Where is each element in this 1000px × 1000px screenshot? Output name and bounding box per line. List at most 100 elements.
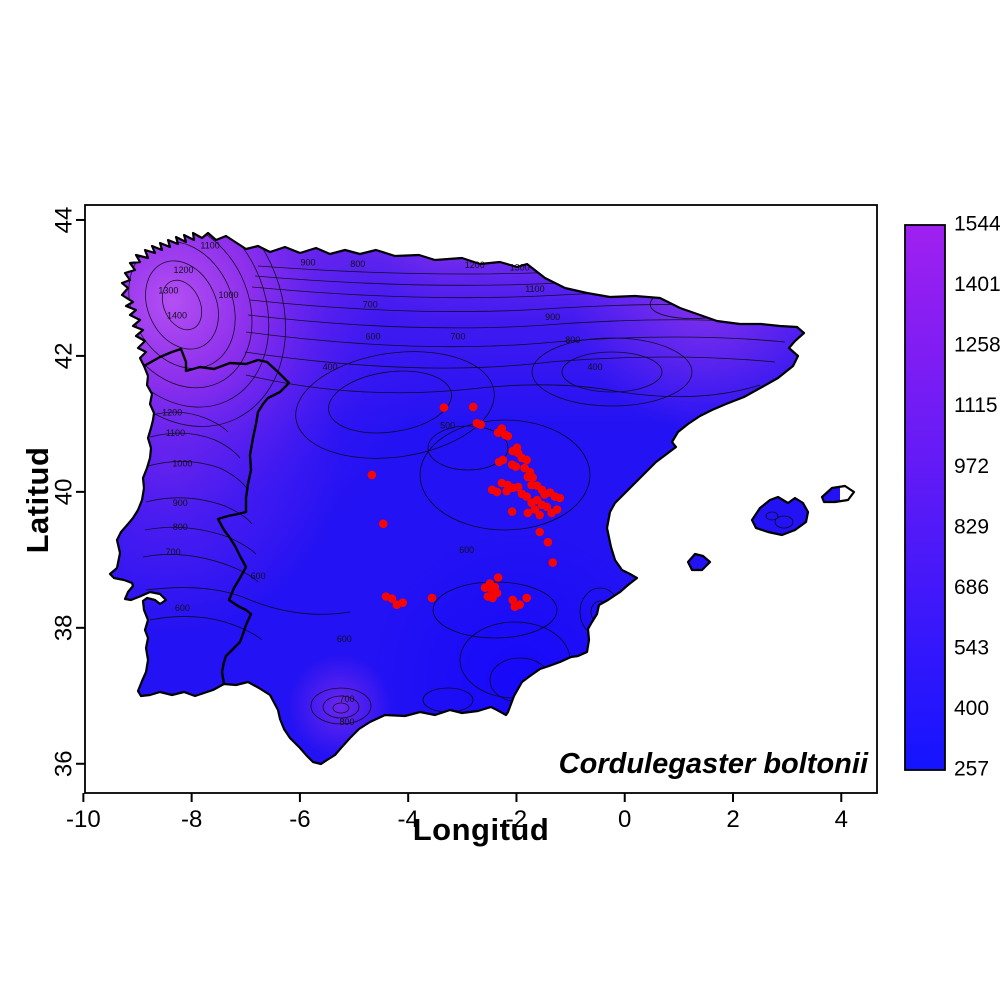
y-tick-label: 38 <box>50 614 77 641</box>
x-axis-title: Longitud <box>412 812 550 847</box>
contour-ring <box>419 419 591 531</box>
colorbar-gradient <box>904 224 946 771</box>
contour-label: 500 <box>440 421 455 431</box>
contour-label: 700 <box>339 694 354 704</box>
x-tick-label: -4 <box>398 806 419 833</box>
occurrence-point <box>535 510 544 520</box>
contour-line <box>142 554 259 583</box>
occurrence-point <box>503 431 513 441</box>
contour-line <box>244 351 776 369</box>
x-tick-label: 4 <box>835 806 848 833</box>
contour-ring <box>684 282 736 304</box>
contour-label: 800 <box>350 259 365 269</box>
contour-label: 1200 <box>465 260 485 270</box>
occurrence-point <box>494 457 504 467</box>
occurrence-point <box>528 473 537 482</box>
contour-ring <box>765 511 779 521</box>
species-title: Cordulegaster boltonii <box>558 748 868 780</box>
x-tick-label: -6 <box>289 806 310 833</box>
occurrence-point <box>493 428 503 438</box>
contour-line <box>149 616 263 641</box>
contour-label: 700 <box>166 547 181 557</box>
colorbar-tick-label: 257 <box>954 758 989 781</box>
contour-label: 600 <box>175 603 190 613</box>
x-axis-ticks: -10 -8 -6 -4 -2 0 2 4 <box>66 793 848 833</box>
contour-label: 700 <box>450 332 465 342</box>
colorbar: 257 400 543 686 829 972 1115 1258 1401 1544 <box>904 213 1000 781</box>
colorbar-tick-label: 1115 <box>954 394 998 417</box>
contour-label: 1100 <box>525 284 544 294</box>
contour-line <box>147 461 249 491</box>
occurrence-point <box>497 478 507 488</box>
contour-label: 400 <box>587 362 602 372</box>
contour-ring <box>161 279 203 331</box>
contour-line <box>145 497 253 525</box>
contour-ring <box>322 695 360 719</box>
contour-line <box>149 432 241 459</box>
occurrence-point <box>367 470 377 480</box>
contour-ring <box>561 351 663 393</box>
contour-ring <box>432 581 558 639</box>
occurrence-point <box>427 593 437 603</box>
contour-ring <box>310 687 372 725</box>
contour-label: 600 <box>459 545 474 555</box>
occurrence-point <box>515 600 524 609</box>
contour-ring <box>531 337 693 407</box>
occurrence-point <box>527 498 536 508</box>
contour-label: 1000 <box>172 459 192 469</box>
contour-label: 1100 <box>166 428 185 438</box>
occurrence-point <box>493 573 503 582</box>
contour-label: 900 <box>173 498 188 508</box>
occurrence-point <box>543 537 553 547</box>
contour-ring <box>145 260 219 350</box>
colorbar-tick-label: 686 <box>954 576 989 599</box>
y-tick-label: 42 <box>50 343 77 370</box>
occurrence-point <box>513 482 523 492</box>
x-tick-label: -8 <box>181 806 202 833</box>
contour-label: 1400 <box>167 311 187 321</box>
y-tick-label: 44 <box>50 207 77 234</box>
contour-ring <box>110 233 270 408</box>
contour-ring <box>295 351 495 459</box>
contour-label: 800 <box>339 717 354 727</box>
coastline <box>108 231 856 766</box>
contour-ring <box>110 233 286 427</box>
occurrence-point <box>439 403 449 412</box>
y-tick-label: 40 <box>50 479 77 506</box>
colorbar-tick-label: 972 <box>954 455 989 478</box>
y-axis-title: Latitud <box>20 446 55 554</box>
occurrence-point <box>508 595 517 605</box>
contour-label: 600 <box>365 332 380 342</box>
contour-line <box>245 331 786 348</box>
colorbar-tick-label: 1544 <box>954 213 1000 236</box>
occurrence-point <box>492 487 502 497</box>
colorbar-tick-label: 1258 <box>954 334 1000 357</box>
contour-line <box>151 411 229 433</box>
occurrence-point <box>522 593 531 603</box>
x-tick-label: -10 <box>66 806 101 833</box>
occurrence-points-layer <box>367 402 565 611</box>
contour-ring <box>332 702 350 714</box>
occurrence-point <box>522 492 531 501</box>
x-tick-label: 2 <box>726 806 739 833</box>
contour-line <box>245 374 761 398</box>
plot-border <box>84 204 878 794</box>
x-tick-label: -2 <box>506 806 527 833</box>
occurrence-point <box>511 462 521 472</box>
contour-label: 1000 <box>218 290 238 300</box>
occurrence-point <box>468 402 478 412</box>
contour-label: 1200 <box>162 408 182 418</box>
occurrence-point <box>387 594 397 603</box>
contour-line <box>145 587 351 615</box>
x-tick-label: 0 <box>618 806 631 833</box>
occurrence-point <box>535 527 544 537</box>
spain-portugal-border <box>143 347 291 685</box>
contour-ring <box>328 370 452 434</box>
y-tick-label: 36 <box>50 750 77 777</box>
contour-label: 600 <box>337 634 352 644</box>
occurrence-point <box>379 519 388 529</box>
occurrence-point <box>552 505 562 514</box>
contour-label: 400 <box>323 362 338 372</box>
